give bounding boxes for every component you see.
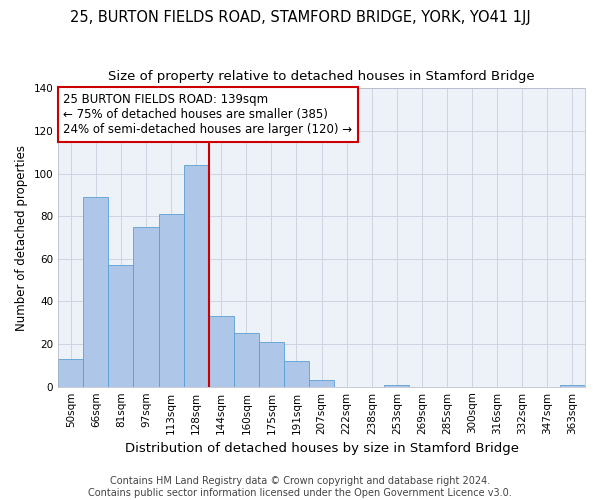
Bar: [284, 361, 309, 386]
Bar: [209, 316, 234, 386]
Text: 25 BURTON FIELDS ROAD: 139sqm
← 75% of detached houses are smaller (385)
24% of : 25 BURTON FIELDS ROAD: 139sqm ← 75% of d…: [64, 93, 353, 136]
Y-axis label: Number of detached properties: Number of detached properties: [15, 144, 28, 330]
Text: 25, BURTON FIELDS ROAD, STAMFORD BRIDGE, YORK, YO41 1JJ: 25, BURTON FIELDS ROAD, STAMFORD BRIDGE,…: [70, 10, 530, 25]
Bar: [234, 334, 259, 386]
Bar: [83, 197, 109, 386]
Bar: [259, 342, 284, 386]
Bar: [309, 380, 334, 386]
Bar: [560, 384, 585, 386]
Bar: [158, 214, 184, 386]
Bar: [133, 227, 158, 386]
Bar: [109, 265, 133, 386]
Bar: [385, 384, 409, 386]
Text: Contains HM Land Registry data © Crown copyright and database right 2024.
Contai: Contains HM Land Registry data © Crown c…: [88, 476, 512, 498]
Title: Size of property relative to detached houses in Stamford Bridge: Size of property relative to detached ho…: [108, 70, 535, 83]
Bar: [58, 359, 83, 386]
Bar: [184, 165, 209, 386]
X-axis label: Distribution of detached houses by size in Stamford Bridge: Distribution of detached houses by size …: [125, 442, 518, 455]
